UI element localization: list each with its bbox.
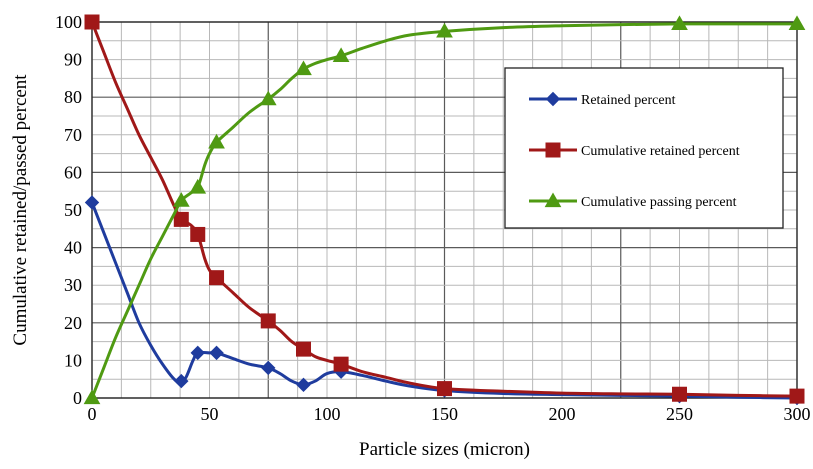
- data-point: [209, 345, 224, 361]
- data-point: [671, 15, 688, 31]
- data-point: [672, 386, 687, 402]
- data-point: [436, 22, 453, 38]
- data-point: [333, 356, 349, 372]
- legend-swatch-marker: [545, 91, 561, 107]
- y-tick-label: 70: [64, 125, 82, 145]
- legend-label: Cumulative passing percent: [581, 195, 737, 210]
- plot-frame: [91, 21, 798, 399]
- data-point: [174, 373, 189, 389]
- y-tick-label: 80: [64, 87, 82, 107]
- data-point: [437, 381, 452, 397]
- series-layer: [83, 14, 806, 406]
- data-point: [789, 388, 805, 404]
- data-point: [332, 47, 350, 62]
- legend-label: Cumulative retained percent: [581, 144, 740, 159]
- legend-item: Retained percent: [529, 91, 676, 108]
- legend-label: Retained percent: [581, 93, 676, 108]
- data-point: [209, 270, 225, 286]
- data-point: [260, 313, 276, 329]
- data-point: [296, 377, 311, 393]
- data-point: [295, 60, 312, 76]
- data-point: [84, 195, 100, 210]
- x-tick-label: 250: [666, 404, 693, 424]
- x-axis-title: Particle sizes (micron): [359, 439, 530, 460]
- y-axis-title: Cumulative retained/passed percent: [10, 74, 31, 346]
- x-tick-label: 300: [784, 404, 811, 424]
- y-tick-label: 20: [64, 313, 82, 333]
- data-point: [172, 192, 190, 207]
- legend-item: Cumulative passing percent: [529, 192, 737, 210]
- x-tick-label: 200: [549, 404, 576, 424]
- data-point: [84, 14, 100, 30]
- data-point: [173, 211, 189, 227]
- data-point: [788, 15, 806, 31]
- data-point: [189, 178, 207, 194]
- data-point: [190, 226, 206, 242]
- data-point: [83, 389, 101, 405]
- y-tick-label: 30: [64, 275, 82, 295]
- y-tick-label: 60: [64, 162, 82, 182]
- y-tick-label: 40: [64, 238, 82, 258]
- x-tick-label: 0: [88, 404, 97, 424]
- y-tick-label: 10: [64, 350, 82, 370]
- data-point: [261, 360, 276, 376]
- legend-swatch-marker: [544, 192, 562, 208]
- tick-labels: 0 50 100 150 200 250 300 0 10 20 30 40 50 60 70 80 90 100: [55, 12, 811, 424]
- legend: Retained percent Cumulative retained perc…: [504, 67, 784, 229]
- legend-item: Cumulative retained percent: [529, 142, 740, 159]
- y-tick-label: 0: [73, 388, 82, 408]
- legend-items: Retained percent Cumulative retained perc…: [529, 91, 740, 210]
- y-tick-label: 50: [64, 200, 82, 220]
- series-3: [83, 15, 806, 405]
- x-tick-label: 50: [201, 404, 219, 424]
- y-tick-label: 90: [64, 50, 82, 70]
- data-point: [259, 90, 277, 106]
- data-point: [208, 133, 225, 149]
- x-tick-label: 150: [431, 404, 458, 424]
- data-point: [190, 345, 205, 361]
- y-tick-label: 100: [55, 12, 82, 32]
- legend-swatch-marker: [545, 142, 561, 158]
- series-2: [84, 14, 805, 404]
- x-tick-label: 100: [314, 404, 341, 424]
- data-point: [296, 341, 311, 357]
